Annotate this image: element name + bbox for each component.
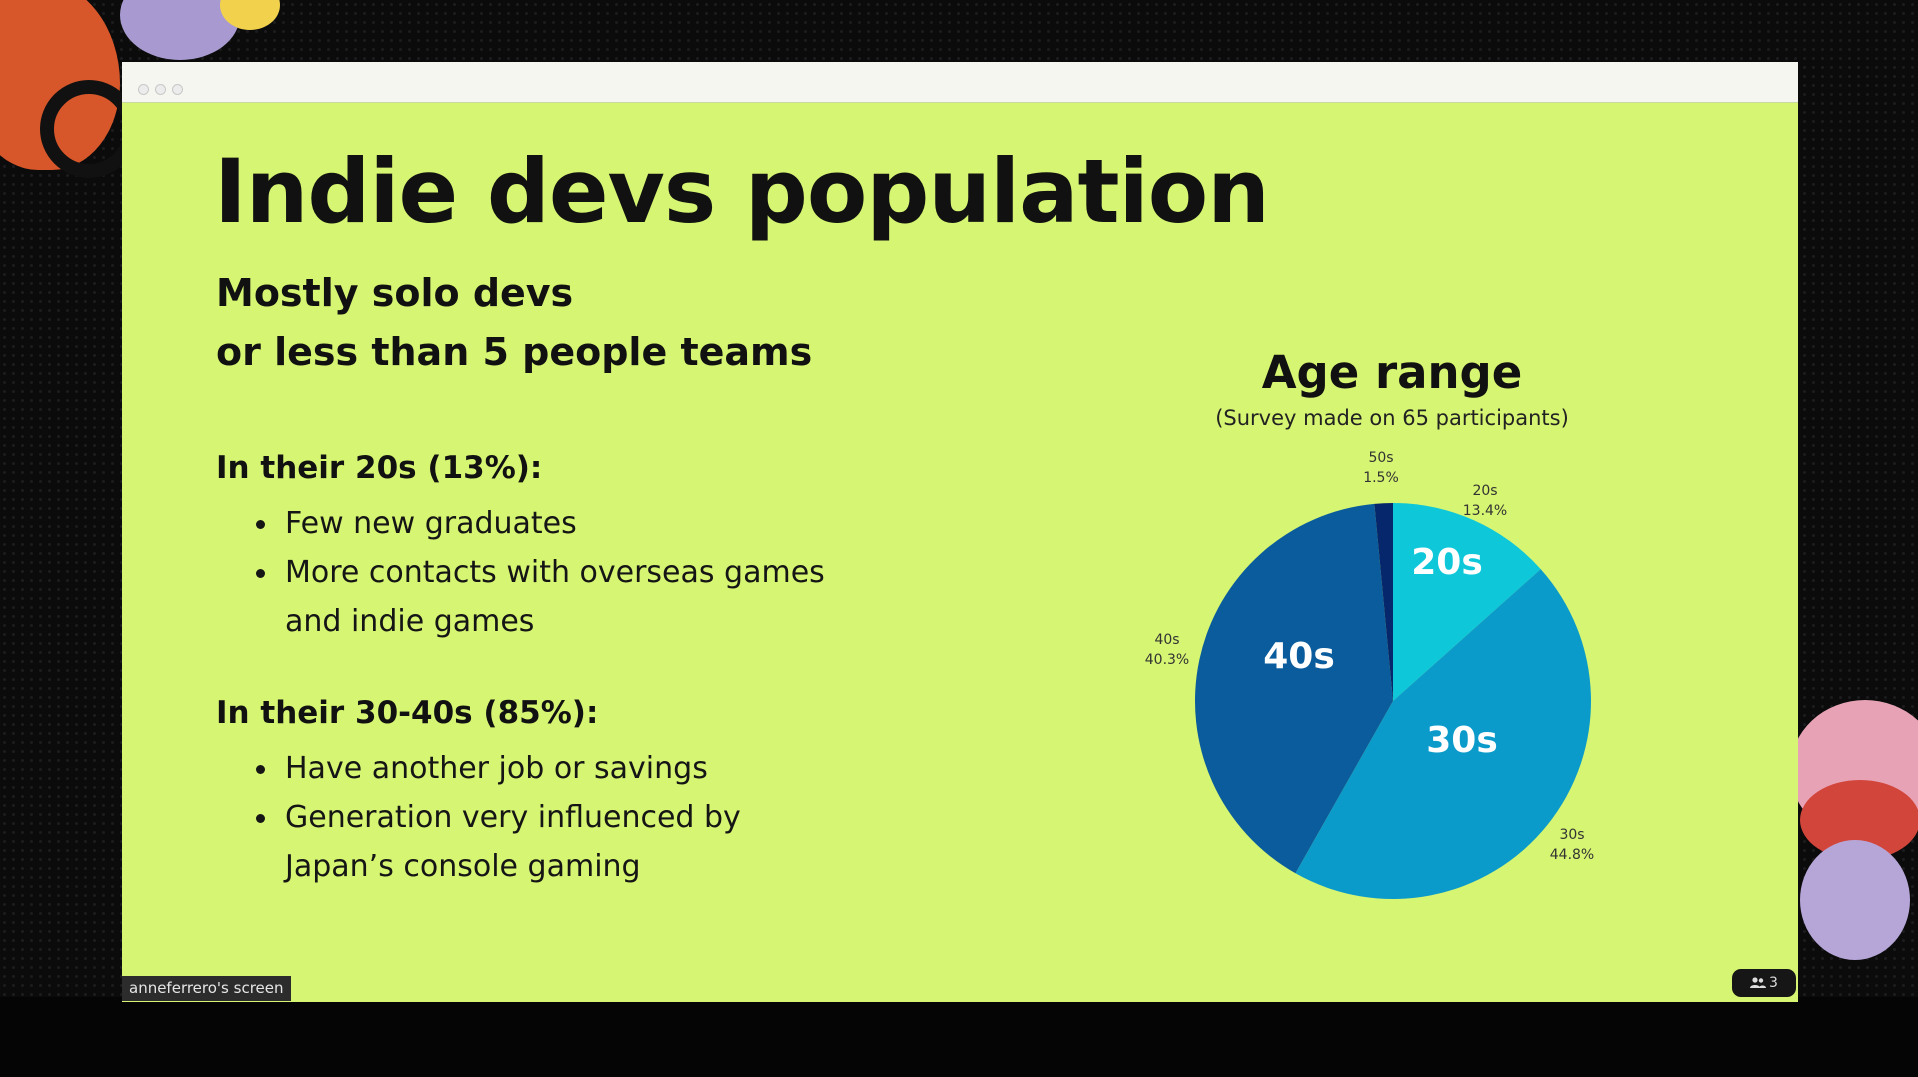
bullet-item-continuation: and indie games [285, 604, 535, 639]
pie-outer-label: 20s 13.4% [1463, 483, 1507, 519]
people-icon [1750, 977, 1767, 988]
window-control-dot[interactable] [138, 84, 149, 95]
pie-slice-label: 30s [1426, 720, 1498, 761]
slide-subtitle: Mostly solo devs or less than 5 people t… [216, 264, 916, 382]
bullet-item: More contacts with overseas games [256, 548, 896, 597]
pie-slice-30s [1295, 569, 1592, 899]
bullet-list-20s: Few new graduates More contacts with ove… [256, 499, 896, 646]
section-heading-20s: In their 20s (13%): [216, 450, 543, 486]
window-control-dot[interactable] [155, 84, 166, 95]
section-heading-30-40s: In their 30-40s (85%): [216, 695, 599, 731]
participants-count: 3 [1769, 975, 1778, 991]
age-range-pie-chart: 20s 20s 13.4% 30s 30s 44.8% 40s 40s 40.3% 50s 1.5% [1145, 450, 1594, 899]
chart-title: Age range [1261, 346, 1523, 399]
subtitle-line: or less than 5 people teams [216, 330, 813, 374]
window-title-bar [122, 62, 1798, 103]
chart-subtitle: (Survey made on 65 participants) [1215, 406, 1569, 430]
bullet-list-30-40s: Have another job or savings Generation v… [256, 744, 896, 891]
bullet-item: Few new graduates [256, 499, 896, 548]
slide-title: Indie devs population [214, 140, 1270, 243]
pie-slice-label: 20s [1411, 542, 1483, 583]
bullet-item: Generation very influenced by [256, 793, 896, 842]
pie-slice-50s [1374, 503, 1393, 701]
participants-badge[interactable]: 3 [1732, 969, 1796, 997]
shared-slide-window: Indie devs population Mostly solo devs o… [122, 62, 1798, 1002]
decor-shape-lilac-right [1800, 840, 1910, 960]
subtitle-line: Mostly solo devs [216, 271, 574, 315]
window-control-dot[interactable] [172, 84, 183, 95]
pie-outer-label: 50s 1.5% [1363, 450, 1399, 486]
pie-slice-label: 40s [1263, 636, 1335, 677]
pie-slice-40s [1195, 503, 1393, 874]
background-bottom-band [0, 997, 1918, 1077]
pie-slice-20s [1393, 503, 1541, 701]
bullet-item: Have another job or savings [256, 744, 896, 793]
screen-share-label: anneferrero's screen [122, 976, 291, 1001]
bullet-item-continuation: Japan’s console gaming [285, 849, 641, 884]
pie-outer-label: 30s 44.8% [1550, 827, 1594, 863]
pie-outer-label: 40s 40.3% [1145, 632, 1189, 668]
